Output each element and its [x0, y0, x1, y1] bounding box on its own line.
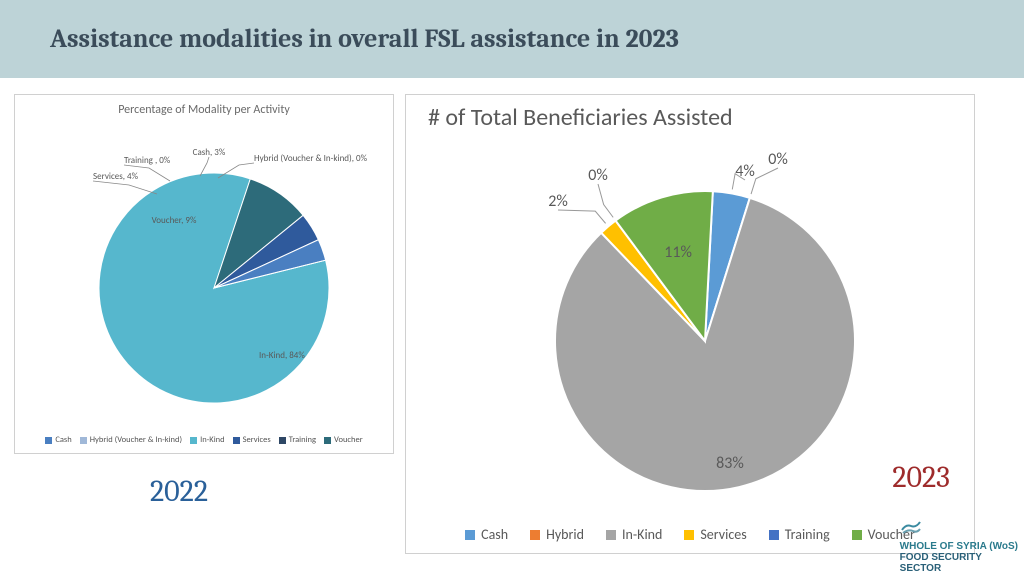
slice-label-in_kind: In-Kind, 84%	[259, 350, 305, 361]
legend-label: Hybrid	[546, 526, 584, 543]
content-area: Percentage of Modality per Activity In-K…	[0, 94, 1024, 576]
legend-item: Training	[769, 526, 830, 543]
legend-swatch	[190, 437, 197, 444]
chart-2023-title: # of Total Beneficiaries Assisted	[406, 95, 974, 132]
legend-label: Services	[700, 526, 746, 543]
slice-label-services: 2%	[548, 192, 568, 211]
slice-label-training: 0%	[588, 166, 608, 185]
chart-2022-container: Percentage of Modality per Activity In-K…	[14, 94, 394, 454]
legend-swatch	[606, 530, 616, 540]
legend-swatch	[324, 437, 331, 444]
legend-label: Cash	[481, 526, 508, 543]
legend-item: Hybrid (Voucher & In-kind)	[80, 435, 182, 445]
slice-label-voucher: Voucher, 9%	[152, 215, 197, 226]
pie-chart-2022: In-Kind, 84% Voucher, 9% Services, 4% Train…	[39, 123, 369, 413]
legend-item: Hybrid	[530, 526, 584, 543]
legend-item: Voucher	[324, 435, 363, 445]
sector-logo-icon	[900, 516, 922, 541]
legend-label: Training	[289, 435, 316, 445]
footer-line2: FOOD SECURITY	[900, 552, 1018, 563]
legend-label: Services	[243, 435, 271, 445]
legend-2022: Cash Hybrid (Voucher & In-kind) In-Kind Ser…	[15, 435, 393, 445]
slide: Assistance modalities in overall FSL ass…	[0, 0, 1024, 576]
legend-item: Cash	[45, 435, 71, 445]
year-label-2022: 2022	[150, 474, 208, 509]
legend-label: In-Kind	[200, 435, 225, 445]
legend-swatch	[45, 437, 52, 444]
legend-item: In-Kind	[190, 435, 225, 445]
legend-item: Training	[279, 435, 316, 445]
legend-swatch	[233, 437, 240, 444]
legend-label: Hybrid (Voucher & In-kind)	[90, 435, 182, 445]
slice-label-voucher: 11%	[664, 243, 692, 262]
legend-swatch	[279, 437, 286, 444]
legend-swatch	[465, 530, 475, 540]
legend-label: In-Kind	[622, 526, 662, 543]
slice-label-cash: 4%	[735, 162, 755, 181]
slice-label-services: Services, 4%	[93, 171, 139, 182]
legend-label: Voucher	[334, 435, 363, 445]
legend-swatch	[80, 437, 87, 444]
year-label-2023: 2023	[892, 460, 950, 495]
pie-chart-2023: 4% 0% 83% 2% 0% 11%	[430, 146, 950, 506]
slice-label-in_kind: 83%	[716, 454, 744, 473]
legend-item: Services	[684, 526, 746, 543]
chart-2022-title: Percentage of Modality per Activity	[15, 95, 393, 117]
slice-label-cash: Cash, 3%	[193, 147, 226, 158]
footer-line1: WHOLE OF SYRIA (WoS)	[900, 541, 1018, 552]
chart-2023-container: # of Total Beneficiaries Assisted 4% 0% 83…	[405, 94, 975, 554]
title-bar: Assistance modalities in overall FSL ass…	[0, 0, 1024, 78]
slice-label-hybrid: Hybrid (Voucher & In-kind), 0%	[254, 153, 368, 164]
slice-label-training: Training , 0%	[124, 155, 171, 166]
page-title: Assistance modalities in overall FSL ass…	[50, 24, 679, 54]
legend-item: Services	[233, 435, 271, 445]
legend-swatch	[852, 530, 862, 540]
legend-swatch	[684, 530, 694, 540]
legend-label: Cash	[55, 435, 71, 445]
legend-item: In-Kind	[606, 526, 662, 543]
footer-logo: WHOLE OF SYRIA (WoS) FOOD SECURITY SECTO…	[900, 516, 1018, 574]
slice-label-hybrid: 0%	[768, 150, 788, 169]
footer-line3: SECTOR	[900, 563, 1018, 574]
legend-2023: CashHybridIn-KindServicesTrainingVoucher	[406, 526, 974, 543]
legend-item: Cash	[465, 526, 508, 543]
legend-swatch	[769, 530, 779, 540]
legend-label: Training	[785, 526, 830, 543]
legend-swatch	[530, 530, 540, 540]
